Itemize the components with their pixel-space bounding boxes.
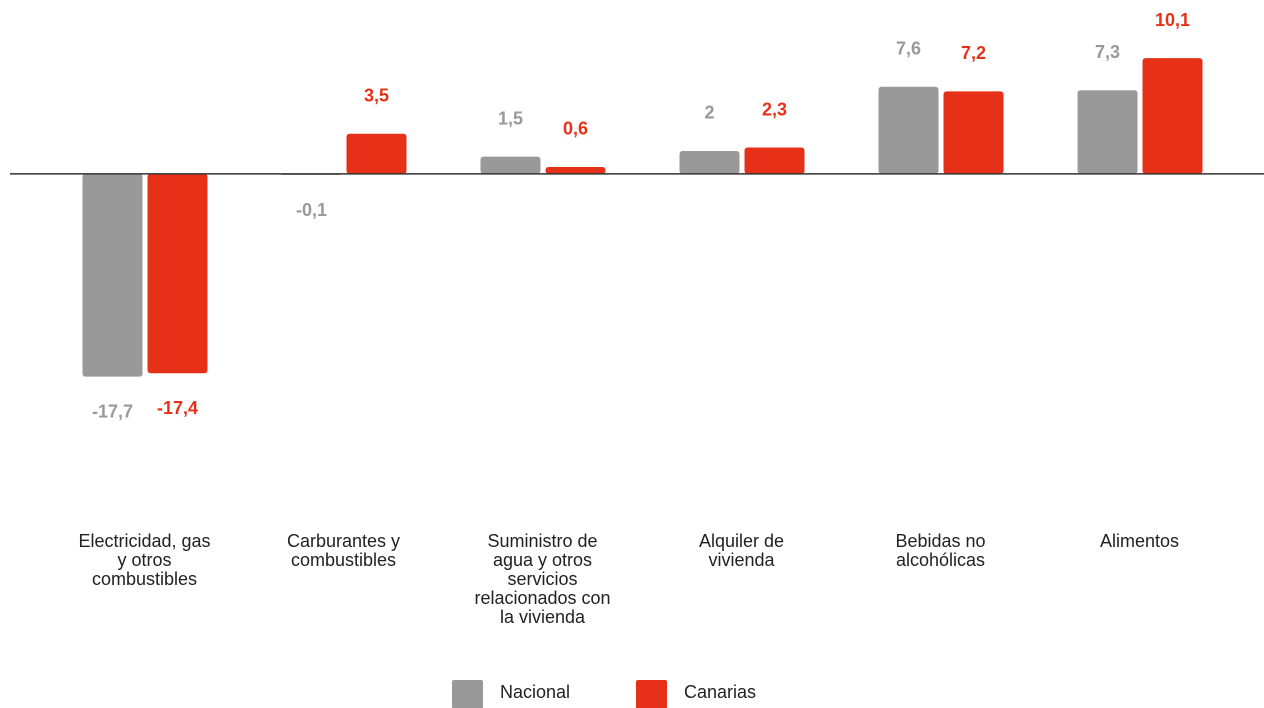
data-label: -17,4 <box>157 398 198 418</box>
x-tick-label: Bebidas no alcohólicas <box>895 531 986 570</box>
data-label: 2 <box>704 103 714 123</box>
legend-label: Nacional <box>500 682 571 702</box>
data-label: 7,3 <box>1095 42 1120 62</box>
bar <box>943 91 1004 174</box>
data-label: 7,6 <box>896 39 921 59</box>
data-label: -0,1 <box>296 200 327 220</box>
x-tick-label: Alimentos <box>1099 531 1180 551</box>
data-label: 0,6 <box>563 119 588 139</box>
x-tick-label: Carburantes y combustibles <box>286 531 401 570</box>
bar <box>480 156 541 174</box>
data-label: 3,5 <box>364 86 389 106</box>
data-label: 10,1 <box>1155 10 1190 30</box>
bar <box>82 173 143 377</box>
data-label: -17,7 <box>92 401 133 421</box>
legend-label: Canarias <box>684 682 757 702</box>
bar <box>545 166 606 174</box>
data-label: 7,2 <box>961 43 986 63</box>
bar <box>346 133 407 174</box>
legend-swatch <box>452 680 483 708</box>
x-tick-label: Alquiler de vivienda <box>698 531 785 570</box>
data-label: 2,3 <box>762 99 787 119</box>
bar <box>744 147 805 174</box>
bar <box>679 150 740 174</box>
x-tick-label: Electricidad, gas y otros combustibles <box>78 531 211 589</box>
x-tick-label: Suministro de agua y otros servicios rel… <box>474 531 611 627</box>
bar <box>1142 58 1203 174</box>
bar <box>1077 90 1138 174</box>
bar <box>147 173 208 374</box>
bar <box>878 86 939 174</box>
legend-swatch <box>636 680 667 708</box>
data-label: 1,5 <box>498 108 523 128</box>
